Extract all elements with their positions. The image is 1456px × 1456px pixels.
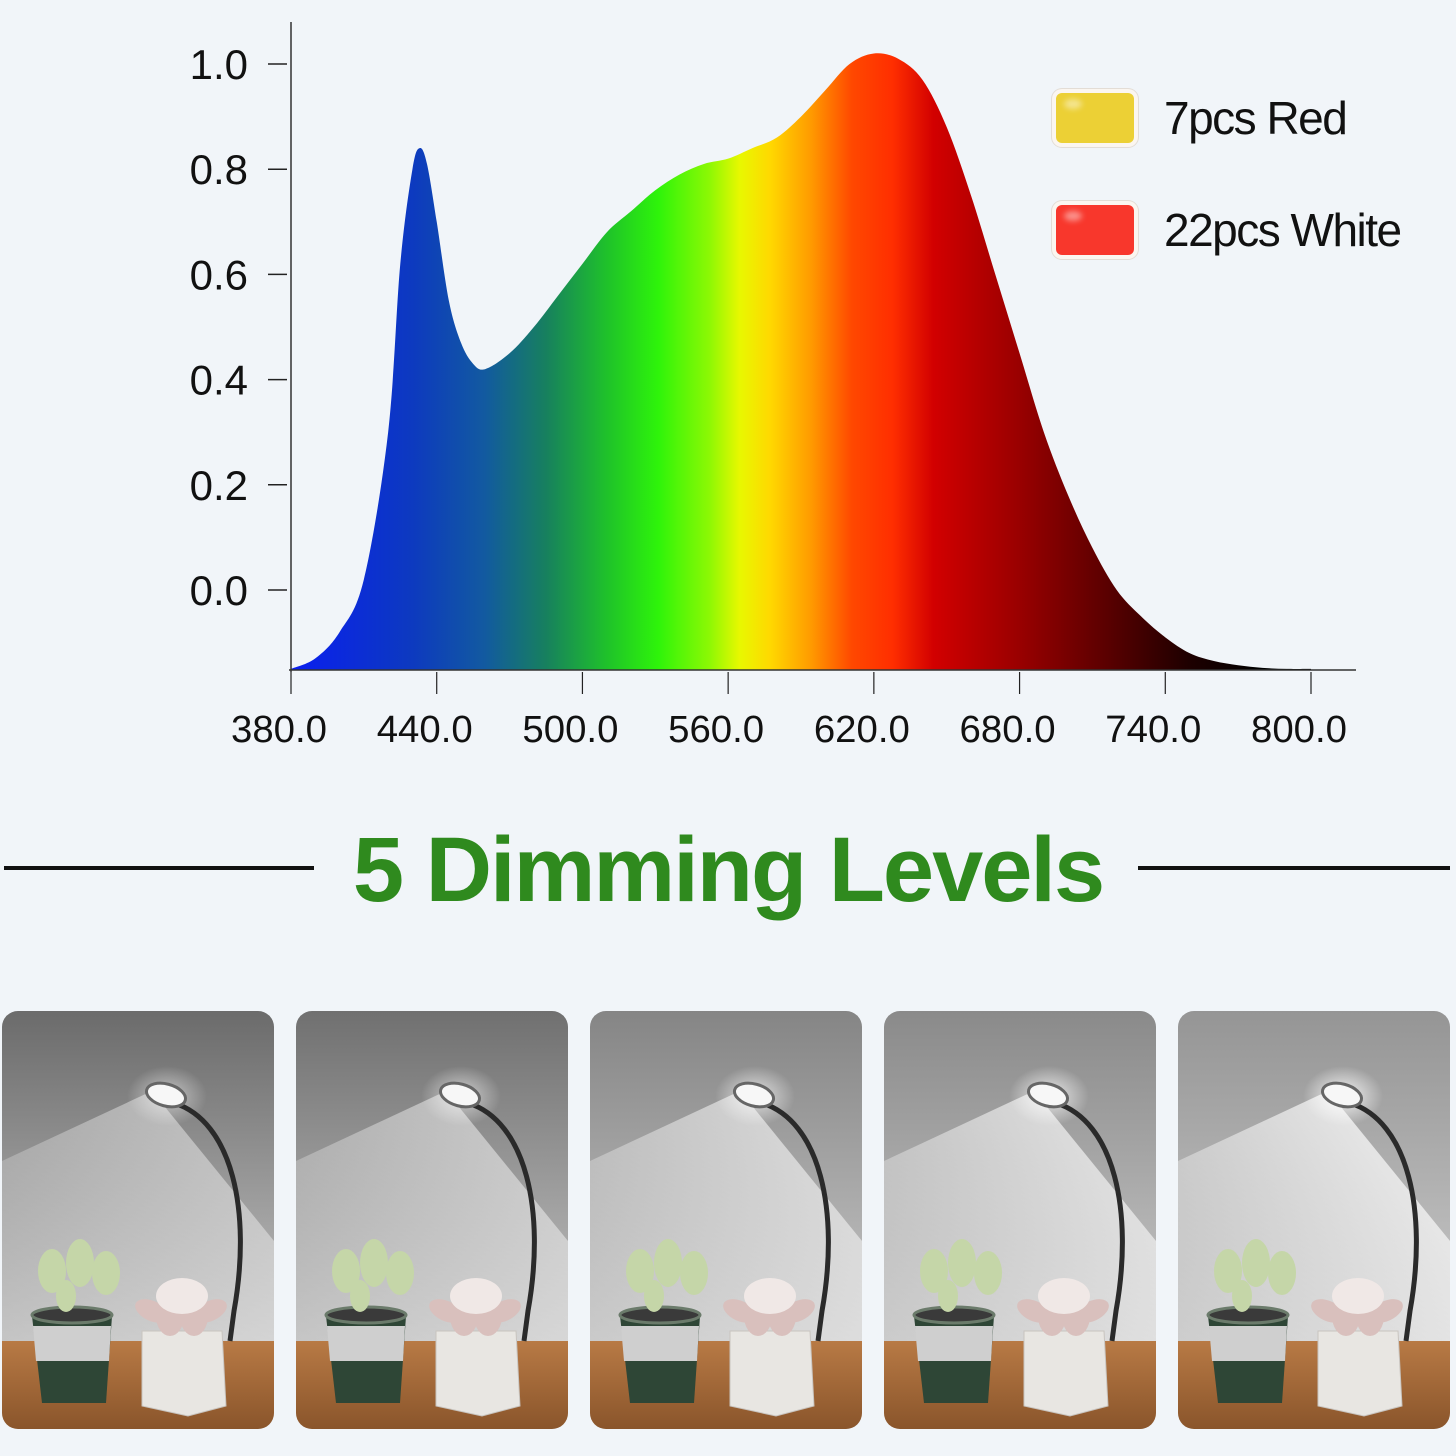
section-heading: 5 Dimming Levels [0,818,1456,921]
x-tick-label: 440.0 [377,709,473,751]
x-tick-label: 680.0 [960,709,1056,751]
legend-item-red: 7pcs Red [1050,88,1401,148]
heading-title: 5 Dimming Levels [352,818,1105,921]
x-axis: 380.0 440.0 500.0 560.0 620.0 680.0 740.0 800.0 [231,669,1356,751]
dimming-level-photo-2 [296,1011,568,1429]
spectrum-area [291,53,1311,670]
x-tick-label: 740.0 [1105,709,1201,751]
y-tick-label: 0.8 [190,146,248,193]
y-tick-label: 0.4 [190,357,248,404]
y-axis: 1.0 0.8 0.6 0.4 0.2 0.0 [190,22,292,672]
x-tick-label: 380.0 [231,709,327,751]
dimming-levels-gallery [2,1011,1454,1429]
divider-right [1138,866,1450,870]
led-swatch-yellow-icon [1056,93,1134,143]
divider-left [4,866,314,870]
y-tick-label: 0.0 [190,567,248,614]
legend-item-white: 22pcs White [1050,200,1402,260]
dimming-level-photo-5 [1178,1011,1450,1429]
spectrum-chart: 1.0 0.8 0.6 0.4 0.2 0.0 380.0 440.0 500.0 560.0 6… [190,22,1356,751]
y-tick-label: 0.6 [190,251,248,298]
legend-label: 22pcs White [1164,204,1402,256]
dimming-level-photo-4 [884,1011,1156,1429]
y-tick-label: 0.2 [190,462,248,509]
x-tick-label: 620.0 [814,709,910,751]
legend-label: 7pcs Red [1164,92,1348,144]
dimming-level-photo-1 [2,1011,274,1429]
y-tick-label: 1.0 [190,41,248,88]
x-tick-label: 800.0 [1251,709,1347,751]
led-swatch-red-icon [1056,205,1134,255]
x-tick-label: 500.0 [522,709,618,751]
dimming-level-photo-3 [590,1011,862,1429]
chart-legend: 7pcs Red 22pcs White [1050,88,1402,312]
x-tick-label: 560.0 [668,709,764,751]
